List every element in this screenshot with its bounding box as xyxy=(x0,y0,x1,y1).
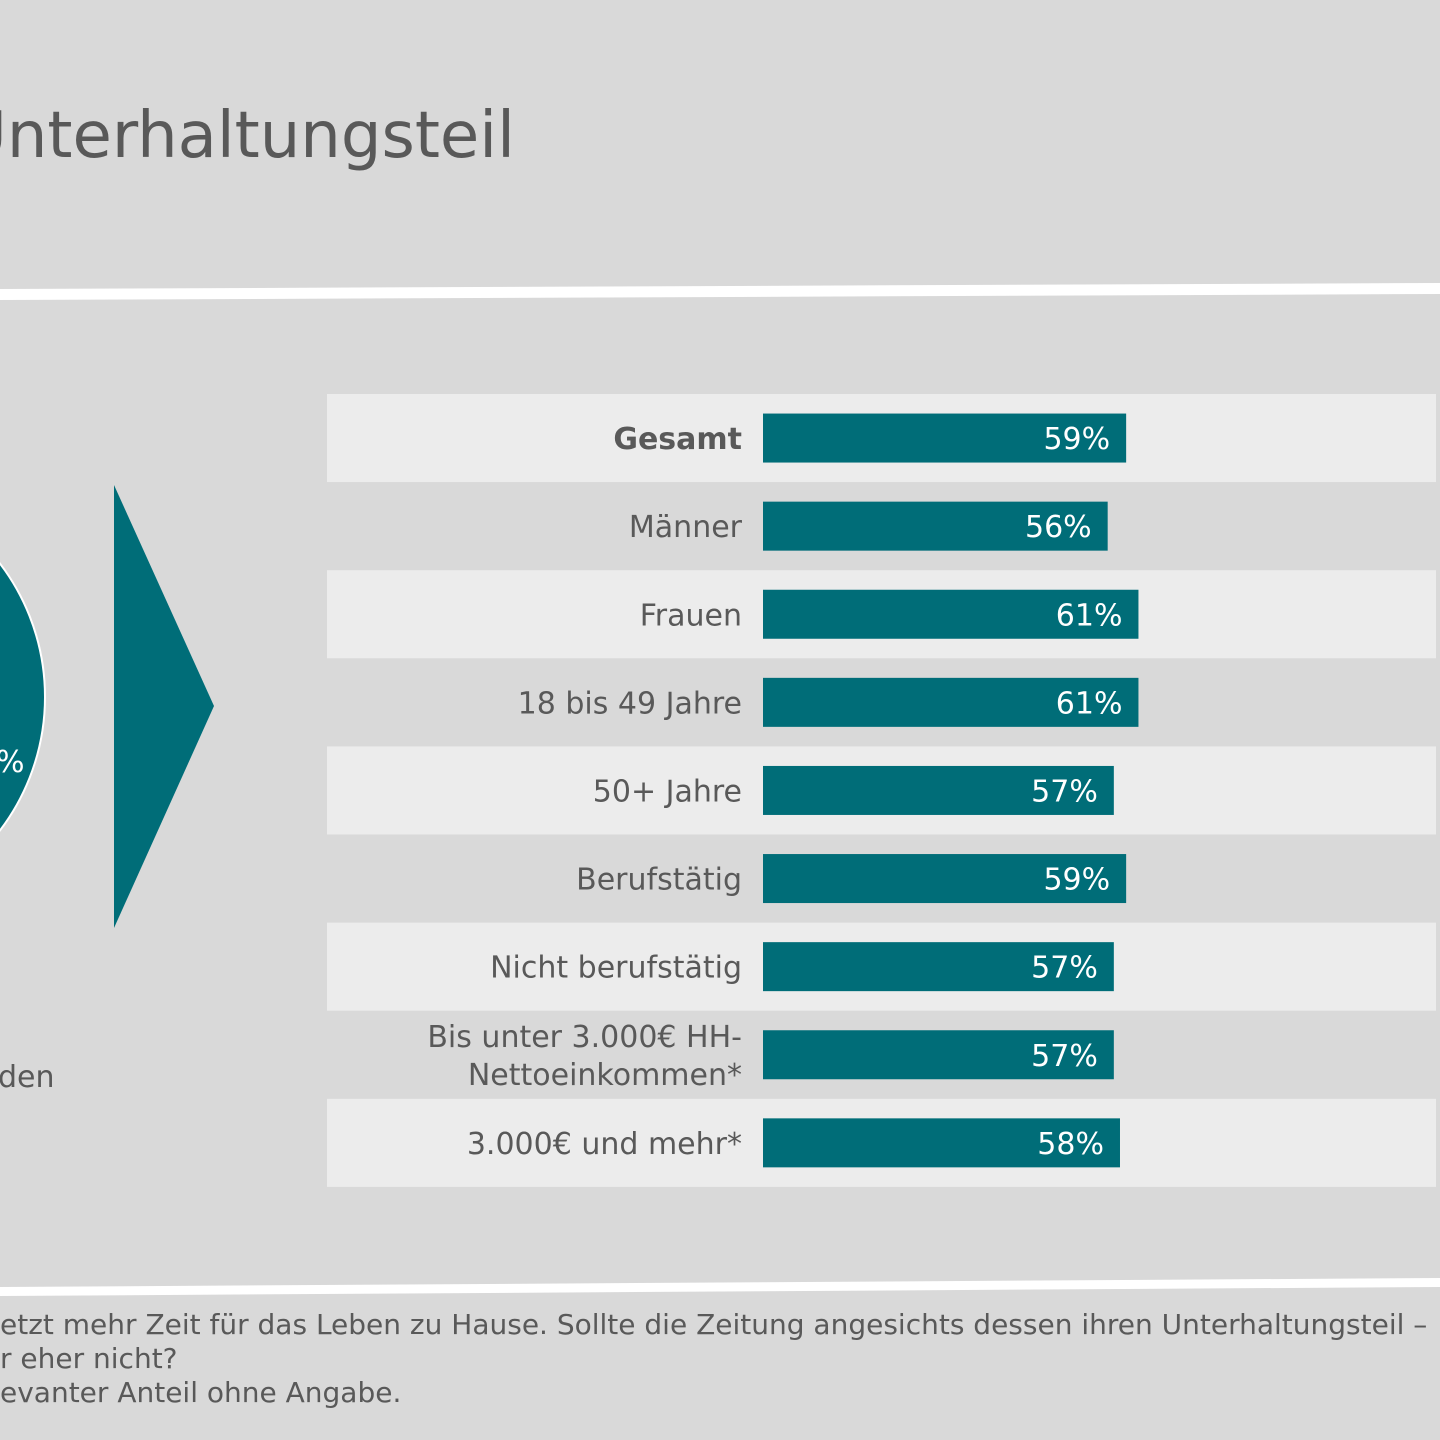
bar-value-label: 59% xyxy=(1043,863,1110,898)
bar-value-label: 57% xyxy=(1031,1039,1098,1074)
bar xyxy=(763,501,1108,551)
bar xyxy=(763,1030,1114,1080)
category-label: 3.000€ und mehr* xyxy=(467,1127,742,1162)
pie-value-label: % xyxy=(0,745,25,780)
pie-circle xyxy=(0,562,46,832)
bottom-divider xyxy=(0,1278,1440,1296)
bar xyxy=(763,854,1127,904)
category-label: Nettoeinkommen* xyxy=(468,1058,742,1093)
bar-value-label: 57% xyxy=(1031,951,1098,986)
arrow-chevron xyxy=(114,485,214,928)
left-graphics: % xyxy=(0,485,214,928)
bar xyxy=(763,1118,1120,1168)
category-label: Frauen xyxy=(640,598,742,633)
category-label: 50+ Jahre xyxy=(593,774,742,809)
category-label: Berufstätig xyxy=(576,863,742,898)
bar-value-label: 59% xyxy=(1043,422,1110,457)
side-text: den xyxy=(0,1060,55,1095)
bar-value-label: 58% xyxy=(1037,1127,1104,1162)
footnote-line-1: etzt mehr Zeit für das Leben zu Hause. S… xyxy=(0,1308,1428,1341)
bar xyxy=(763,765,1114,815)
bar-value-label: 61% xyxy=(1056,686,1123,721)
footnote-line-3: evanter Anteil ohne Angabe. xyxy=(0,1376,402,1409)
category-label: Gesamt xyxy=(613,422,742,457)
category-label: Männer xyxy=(629,510,743,545)
page-title: Unterhaltungsteil xyxy=(0,99,515,173)
footnote-line-2: r eher nicht? xyxy=(0,1342,178,1375)
bar-value-label: 61% xyxy=(1056,598,1123,633)
category-label: Bis unter 3.000€ HH- xyxy=(427,1020,742,1055)
bar-value-label: 56% xyxy=(1025,510,1092,545)
category-label: 18 bis 49 Jahre xyxy=(518,686,742,721)
top-divider xyxy=(0,283,1440,300)
bar xyxy=(763,942,1114,992)
bar xyxy=(763,677,1139,727)
bar xyxy=(763,413,1127,463)
category-label: Nicht berufstätig xyxy=(490,951,742,986)
bar-value-label: 57% xyxy=(1031,774,1098,809)
bar xyxy=(763,589,1139,639)
